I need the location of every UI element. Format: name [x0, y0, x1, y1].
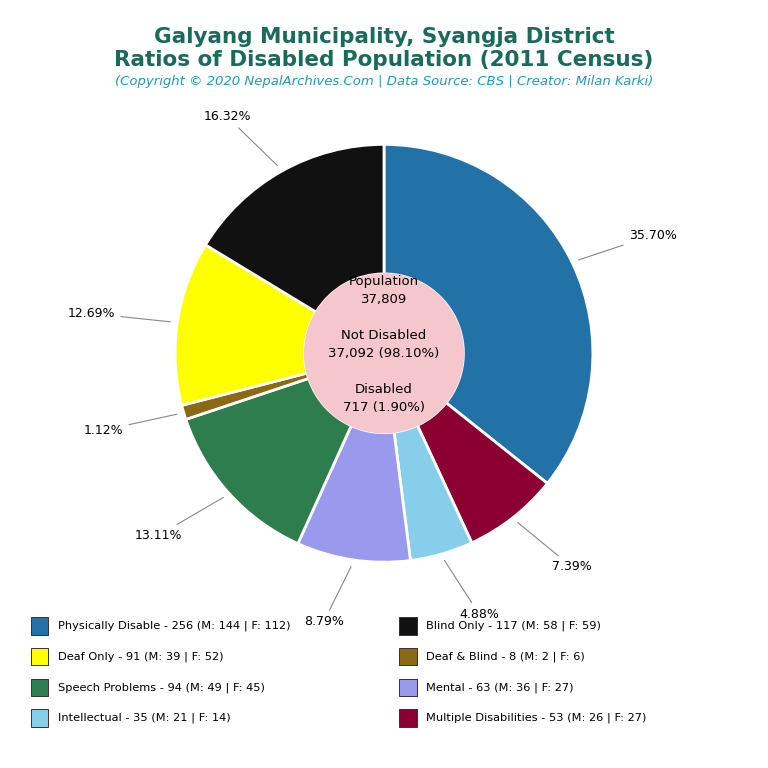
Wedge shape [182, 373, 309, 419]
Text: Deaf & Blind - 8 (M: 2 | F: 6): Deaf & Blind - 8 (M: 2 | F: 6) [426, 651, 585, 662]
Text: 12.69%: 12.69% [68, 307, 170, 322]
Text: 1.12%: 1.12% [84, 414, 177, 437]
Text: Galyang Municipality, Syangja District: Galyang Municipality, Syangja District [154, 27, 614, 47]
Text: (Copyright © 2020 NepalArchives.Com | Data Source: CBS | Creator: Milan Karki): (Copyright © 2020 NepalArchives.Com | Da… [115, 75, 653, 88]
Circle shape [305, 274, 463, 432]
Text: 4.88%: 4.88% [445, 561, 499, 621]
Wedge shape [186, 379, 351, 544]
Text: 8.79%: 8.79% [304, 567, 351, 628]
Wedge shape [205, 144, 384, 312]
Text: Speech Problems - 94 (M: 49 | F: 45): Speech Problems - 94 (M: 49 | F: 45) [58, 682, 264, 693]
Text: Multiple Disabilities - 53 (M: 26 | F: 27): Multiple Disabilities - 53 (M: 26 | F: 2… [426, 713, 647, 723]
Text: 16.32%: 16.32% [204, 110, 277, 166]
Text: 7.39%: 7.39% [518, 522, 591, 573]
Text: Intellectual - 35 (M: 21 | F: 14): Intellectual - 35 (M: 21 | F: 14) [58, 713, 230, 723]
Wedge shape [298, 425, 410, 562]
Text: 35.70%: 35.70% [578, 229, 677, 260]
Wedge shape [175, 245, 316, 406]
Wedge shape [394, 425, 472, 561]
Text: Deaf Only - 91 (M: 39 | F: 52): Deaf Only - 91 (M: 39 | F: 52) [58, 651, 223, 662]
Wedge shape [384, 144, 593, 483]
Text: Population
37,809

Not Disabled
37,092 (98.10%)

Disabled
717 (1.90%): Population 37,809 Not Disabled 37,092 (9… [329, 276, 439, 415]
Wedge shape [417, 402, 548, 543]
Text: Ratios of Disabled Population (2011 Census): Ratios of Disabled Population (2011 Cens… [114, 50, 654, 70]
Text: Mental - 63 (M: 36 | F: 27): Mental - 63 (M: 36 | F: 27) [426, 682, 574, 693]
Text: 13.11%: 13.11% [135, 498, 223, 541]
Text: Blind Only - 117 (M: 58 | F: 59): Blind Only - 117 (M: 58 | F: 59) [426, 621, 601, 631]
Text: Physically Disable - 256 (M: 144 | F: 112): Physically Disable - 256 (M: 144 | F: 11… [58, 621, 290, 631]
